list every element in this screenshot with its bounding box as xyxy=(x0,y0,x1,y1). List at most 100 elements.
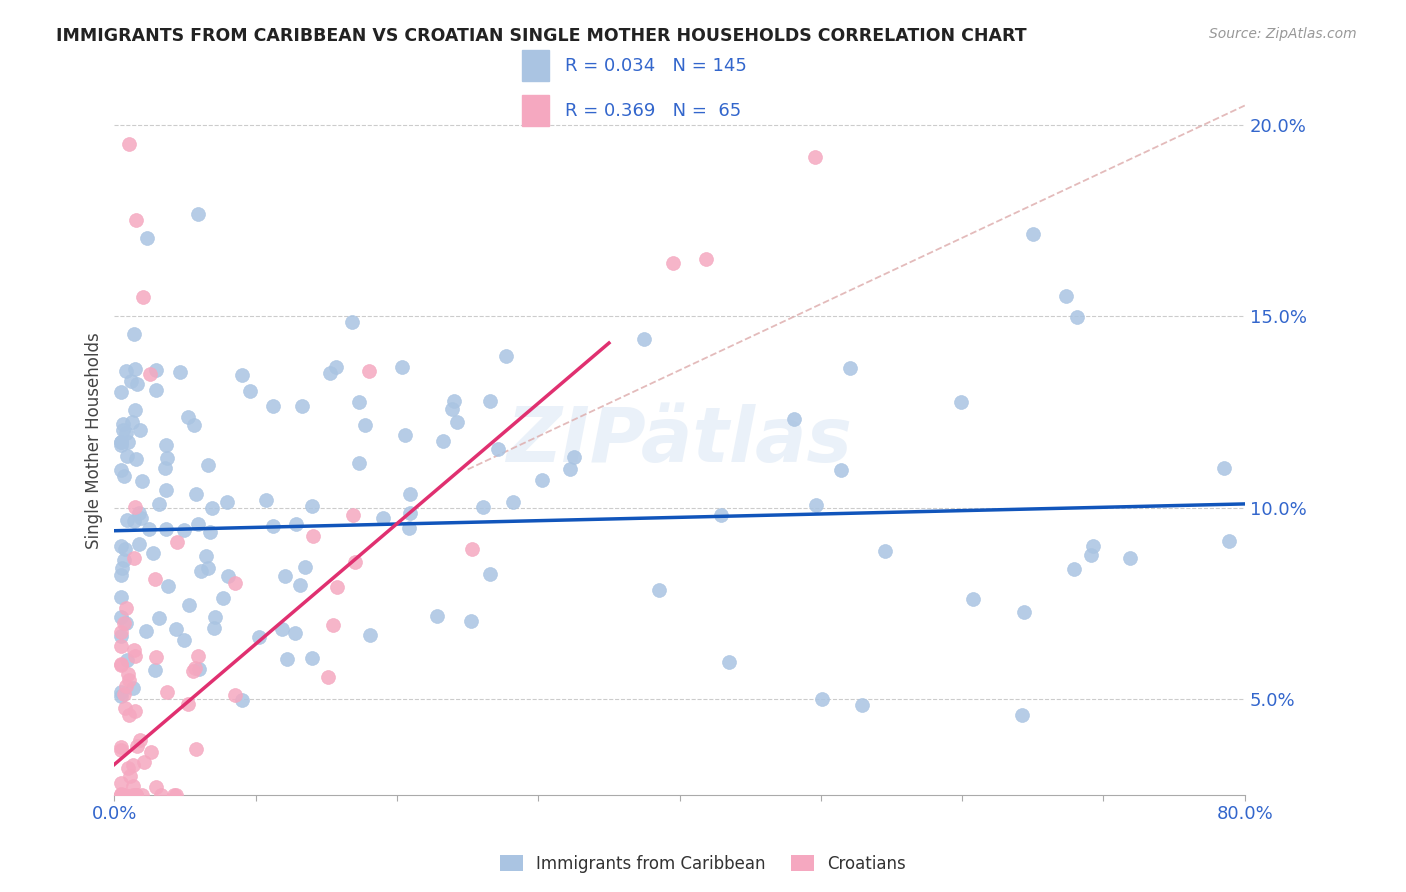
Point xyxy=(1083,539,1105,553)
Point xyxy=(530,473,553,487)
Point xyxy=(177,598,200,612)
Point xyxy=(129,733,152,747)
Point xyxy=(115,679,138,693)
Point xyxy=(111,417,134,432)
Point xyxy=(302,528,325,542)
Point xyxy=(811,692,834,706)
Y-axis label: Single Mother Households: Single Mother Households xyxy=(86,333,103,549)
Point xyxy=(148,611,170,625)
Point xyxy=(276,652,298,666)
Point xyxy=(479,394,502,409)
Point xyxy=(399,506,422,520)
Point xyxy=(710,508,733,522)
Point xyxy=(112,687,135,701)
Point xyxy=(461,541,484,556)
Point xyxy=(349,456,371,470)
Point xyxy=(122,681,145,695)
Point xyxy=(373,511,395,525)
Point xyxy=(134,755,156,769)
Point xyxy=(187,662,209,676)
Point xyxy=(318,670,340,684)
Point xyxy=(110,463,132,477)
Point xyxy=(118,769,141,783)
Point xyxy=(138,367,160,381)
Point xyxy=(962,592,984,607)
Point xyxy=(291,399,314,413)
Point xyxy=(284,626,307,640)
Point xyxy=(122,642,145,657)
Point xyxy=(173,632,195,647)
Point xyxy=(129,511,152,525)
Point xyxy=(1054,289,1077,303)
Point xyxy=(717,655,740,669)
Point xyxy=(1080,548,1102,562)
Point xyxy=(217,494,239,508)
Point xyxy=(319,366,342,380)
Point xyxy=(426,609,449,624)
Point xyxy=(136,231,159,245)
Point xyxy=(271,622,294,636)
Point xyxy=(488,442,510,457)
Point xyxy=(558,462,581,476)
Point xyxy=(117,434,139,449)
Point xyxy=(1011,707,1033,722)
Point xyxy=(177,409,200,424)
Point xyxy=(662,256,685,270)
Point xyxy=(110,435,132,450)
Point xyxy=(124,361,146,376)
Point xyxy=(110,776,132,790)
Point xyxy=(110,438,132,452)
Point xyxy=(181,665,204,679)
Point xyxy=(110,657,132,671)
Point xyxy=(163,788,186,802)
Point xyxy=(110,788,132,802)
Point xyxy=(183,417,205,432)
Point xyxy=(138,522,160,536)
Point xyxy=(495,349,517,363)
Point xyxy=(340,316,363,330)
Point xyxy=(838,360,860,375)
Point xyxy=(131,290,153,304)
Point xyxy=(115,600,138,615)
Point xyxy=(135,624,157,639)
Point xyxy=(124,648,146,663)
Point xyxy=(301,651,323,665)
Point xyxy=(111,423,134,437)
Point xyxy=(155,483,177,498)
Point xyxy=(122,515,145,529)
Point xyxy=(148,497,170,511)
Point xyxy=(325,359,347,374)
Point xyxy=(110,657,132,672)
Point xyxy=(142,546,165,560)
Point xyxy=(197,561,219,575)
Point xyxy=(128,507,150,521)
Point xyxy=(145,780,167,795)
Point xyxy=(117,761,139,775)
Point xyxy=(156,579,179,593)
Point xyxy=(115,426,138,441)
Point xyxy=(202,621,225,635)
Text: IMMIGRANTS FROM CARIBBEAN VS CROATIAN SINGLE MOTHER HOUSEHOLDS CORRELATION CHART: IMMIGRANTS FROM CARIBBEAN VS CROATIAN SI… xyxy=(56,27,1026,45)
Bar xyxy=(522,50,550,81)
Point xyxy=(112,615,135,630)
Point xyxy=(110,640,132,654)
Point xyxy=(875,544,897,558)
Point xyxy=(1063,562,1085,576)
Point xyxy=(110,539,132,553)
Point xyxy=(224,575,246,590)
Point xyxy=(1066,310,1088,324)
Point xyxy=(117,136,139,151)
Point xyxy=(131,788,153,802)
Point xyxy=(125,788,148,802)
Point xyxy=(124,403,146,417)
Point xyxy=(115,364,138,378)
Point xyxy=(190,564,212,578)
Point xyxy=(125,788,148,802)
Point xyxy=(121,779,143,793)
Point xyxy=(122,788,145,802)
Point xyxy=(145,573,167,587)
Point xyxy=(110,435,132,450)
Point xyxy=(562,450,585,464)
Point xyxy=(224,688,246,702)
Point xyxy=(1021,227,1043,242)
